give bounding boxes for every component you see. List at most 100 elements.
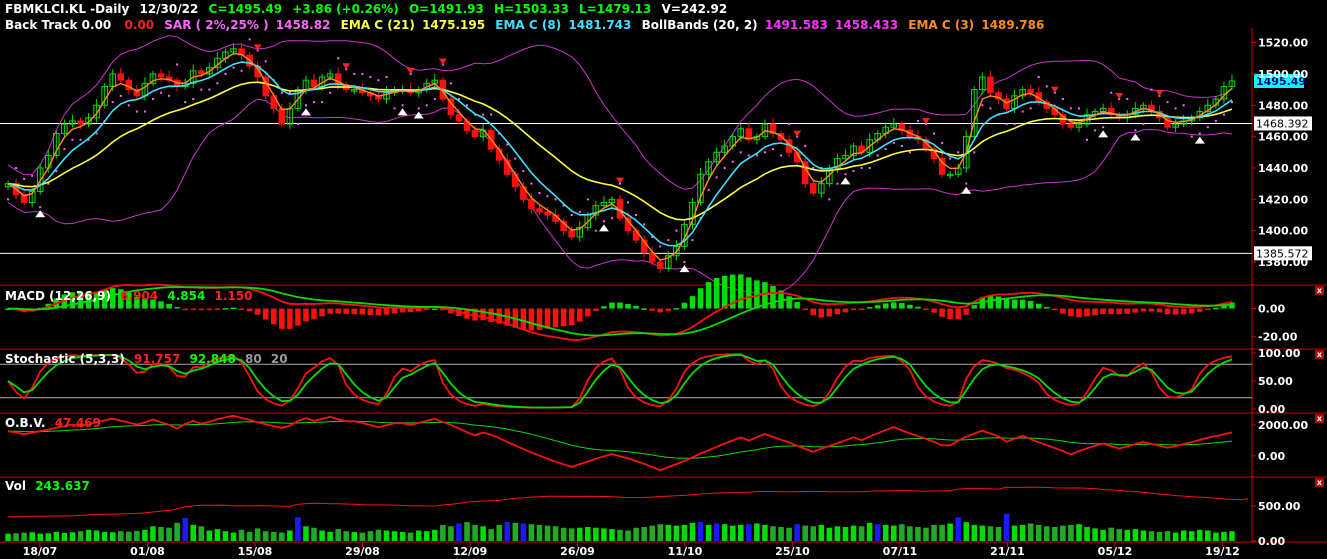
stochastic-panel[interactable] [0, 353, 1252, 409]
volume-bar [117, 531, 124, 541]
volume-bar [190, 524, 197, 541]
macd-histogram-bar [1205, 308, 1211, 311]
volume-bar [536, 524, 543, 541]
macd-histogram-bar [279, 308, 285, 329]
obv-panel[interactable] [7, 414, 1233, 472]
candle-up [592, 205, 600, 216]
sar-dot [916, 119, 919, 122]
macd-histogram-bar [754, 280, 760, 309]
macd-histogram-bar [480, 308, 486, 321]
sar-dot [594, 229, 597, 232]
volume-panel[interactable] [5, 486, 1249, 541]
sar-dot [401, 104, 404, 107]
volume-bar [617, 529, 623, 541]
sar-dot [610, 217, 613, 220]
obv-close-icon[interactable]: x [1315, 414, 1324, 423]
volume-bar [295, 517, 301, 541]
candle-down [544, 211, 551, 216]
sar-dot [949, 157, 952, 160]
sar-dot [466, 104, 469, 107]
macd-histogram-bar [955, 308, 961, 320]
sar-dot [957, 151, 960, 154]
volume-bar [1148, 531, 1155, 541]
sar-dot [1021, 110, 1024, 113]
x-tick-label-7: 25/10 [775, 545, 810, 558]
sar-dot [176, 63, 179, 66]
macd-histogram-bar [1027, 300, 1034, 309]
macd-histogram-bar [391, 308, 398, 314]
candle-down [745, 128, 753, 141]
candle-up [697, 173, 704, 203]
up-triangle-icon [35, 210, 46, 218]
sar-dot [1102, 126, 1105, 129]
sar-dot [562, 204, 565, 207]
volume-bar [238, 529, 245, 541]
close-value: C=1495.49 [208, 2, 283, 16]
sar-dot [691, 239, 694, 242]
macd-histogram-bar [633, 305, 639, 309]
candle-up [761, 123, 769, 138]
sar-dot [361, 72, 364, 75]
x-tick-label-6: 11/10 [668, 545, 703, 558]
price-tick-label-7: 1380.00 [1258, 256, 1308, 269]
sar-dot [900, 145, 903, 148]
sar-dot [731, 160, 734, 163]
volume-bar [1052, 527, 1058, 541]
ema3-value: 1489.786 [981, 18, 1045, 32]
sar-dot [7, 198, 10, 201]
sar-dot [739, 151, 742, 154]
macd-histogram-bar [158, 301, 164, 309]
volume-bar [287, 530, 293, 541]
volume-bar [77, 531, 84, 541]
volume-bar [1092, 528, 1098, 541]
macd-value-1: 6.904 [120, 289, 159, 303]
macd-histogram-bar [190, 308, 197, 311]
sar-dot [675, 229, 678, 232]
macd-histogram-bar [826, 308, 833, 317]
sar-dot [1061, 97, 1064, 100]
macd-histogram-bar [1060, 308, 1066, 314]
macd-panel[interactable] [5, 274, 1235, 341]
candle-up [1019, 89, 1026, 97]
volume-bar [1027, 523, 1034, 541]
ema21-value: 1475.195 [422, 18, 486, 32]
up-triangle-icon [961, 186, 972, 194]
volume-bar [705, 524, 712, 541]
macd-histogram-bar [576, 308, 583, 322]
candle-up [608, 198, 616, 203]
macd-histogram-bar [585, 308, 591, 317]
volume-bar [1221, 531, 1227, 541]
stoch-value-2: 92.848 [189, 352, 236, 366]
volume-bar [963, 522, 970, 541]
down-triangle-icon [1115, 92, 1124, 99]
macd-histogram-bar [842, 308, 849, 313]
macd-histogram-bar [69, 292, 76, 309]
macd-close-icon[interactable]: x [1315, 286, 1324, 295]
sar-dot [852, 170, 855, 173]
price-panel[interactable]: 1468.392 1385.572 1495.49 [0, 35, 1312, 296]
up-triangle-icon [840, 177, 851, 185]
volume-bar [1213, 532, 1219, 541]
candle-down [198, 70, 205, 75]
down-triangle-icon [1155, 89, 1164, 96]
volume-close-icon[interactable]: x [1315, 478, 1324, 487]
macd-histogram-bar [1108, 308, 1114, 314]
volume-bar [45, 533, 52, 541]
stochastic-close-icon[interactable]: x [1315, 350, 1324, 359]
volume-bar [625, 530, 631, 541]
sar-dot [1077, 107, 1080, 110]
sar-dot [31, 174, 34, 177]
open-value: O=1491.93 [408, 2, 484, 16]
volume-bar [1172, 532, 1179, 541]
sar-dot [449, 82, 452, 85]
sar-dot [1222, 113, 1225, 116]
sar-dot [1045, 85, 1048, 88]
macd-histogram-bar [673, 308, 680, 310]
macd-histogram-bar [552, 308, 559, 328]
macd-histogram-bar [109, 288, 116, 309]
sar-dot [973, 151, 976, 154]
ema21-label: EMA C (21) [340, 18, 415, 32]
macd-histogram-bar [1019, 299, 1026, 309]
macd-histogram-bar [488, 308, 494, 322]
volume-value: V=242.92 [661, 2, 728, 16]
